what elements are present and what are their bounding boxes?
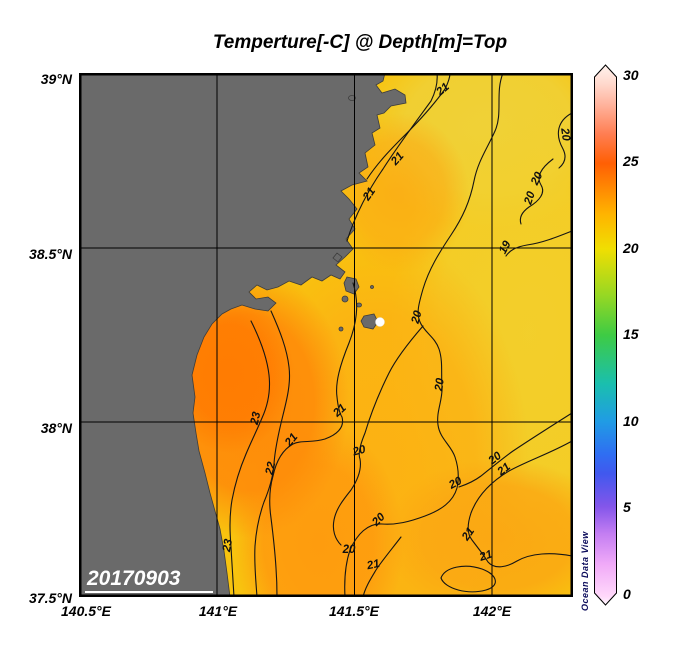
island: [341, 295, 349, 303]
station-marker-dot: [375, 317, 385, 327]
lat-tick-37-5n: 37.5°N: [29, 590, 72, 606]
colorbar-tick-25: 25: [623, 153, 639, 169]
colorbar-gradient-bar: [594, 64, 617, 606]
contour-label: 19: [497, 239, 514, 256]
map-frame: [79, 73, 573, 597]
date-underline: [85, 591, 213, 593]
lon-tick-140-5e: 140.5°E: [61, 603, 111, 619]
island: [370, 285, 374, 289]
map-panel: 21 21 21 20 20 20 19 20 20 20 20 21 21 2…: [79, 73, 573, 597]
island: [348, 95, 356, 101]
graticule: [79, 73, 573, 597]
colorbar-tick-30: 30: [623, 67, 639, 83]
contour-label: 21: [477, 548, 494, 564]
odv-watermark: Ocean Data View: [580, 531, 590, 611]
contour-label: 20: [446, 475, 464, 492]
lat-tick-38n: 38°N: [40, 420, 72, 436]
contour-label: 20: [433, 377, 447, 393]
isotherm-contours: [229, 73, 573, 597]
colorbar-tick-0: 0: [623, 586, 631, 602]
contour-label: 20: [351, 443, 368, 458]
plot-title: Temperture[-C] @ Depth[m]=Top: [212, 32, 508, 53]
contour-label: 22: [264, 460, 279, 477]
contour-label: 20: [409, 309, 424, 326]
lat-tick-39n: 39°N: [40, 71, 72, 87]
mainland: [79, 73, 407, 597]
lat-tick-38-5n: 38.5°N: [29, 246, 72, 262]
colorbar-tick-20: 20: [623, 240, 639, 256]
island: [356, 302, 362, 308]
contour-label: 20: [558, 126, 572, 142]
island: [332, 252, 343, 263]
contour-label: 20: [529, 170, 546, 188]
lon-tick-142e: 142°E: [472, 603, 512, 619]
colorbar-tick-5: 5: [623, 499, 631, 515]
contour-label: 23: [249, 410, 264, 427]
island: [338, 326, 344, 332]
contour-label: 23: [221, 538, 235, 554]
colorbar: 30 25 20 15 10 5 0 Ocean Data View: [580, 64, 684, 616]
contour-label: 20: [522, 190, 538, 207]
land-mass: [79, 73, 407, 597]
island: [360, 313, 379, 330]
colorbar-tick-10: 10: [623, 413, 639, 429]
contour-label: 20: [342, 544, 356, 556]
lon-tick-141-5e: 141.5°E: [329, 603, 379, 619]
lon-tick-141e: 141°E: [198, 603, 238, 619]
colorbar-tick-15: 15: [623, 326, 639, 342]
date-label: 20170903: [86, 567, 181, 590]
contour-label: 21: [365, 558, 381, 573]
